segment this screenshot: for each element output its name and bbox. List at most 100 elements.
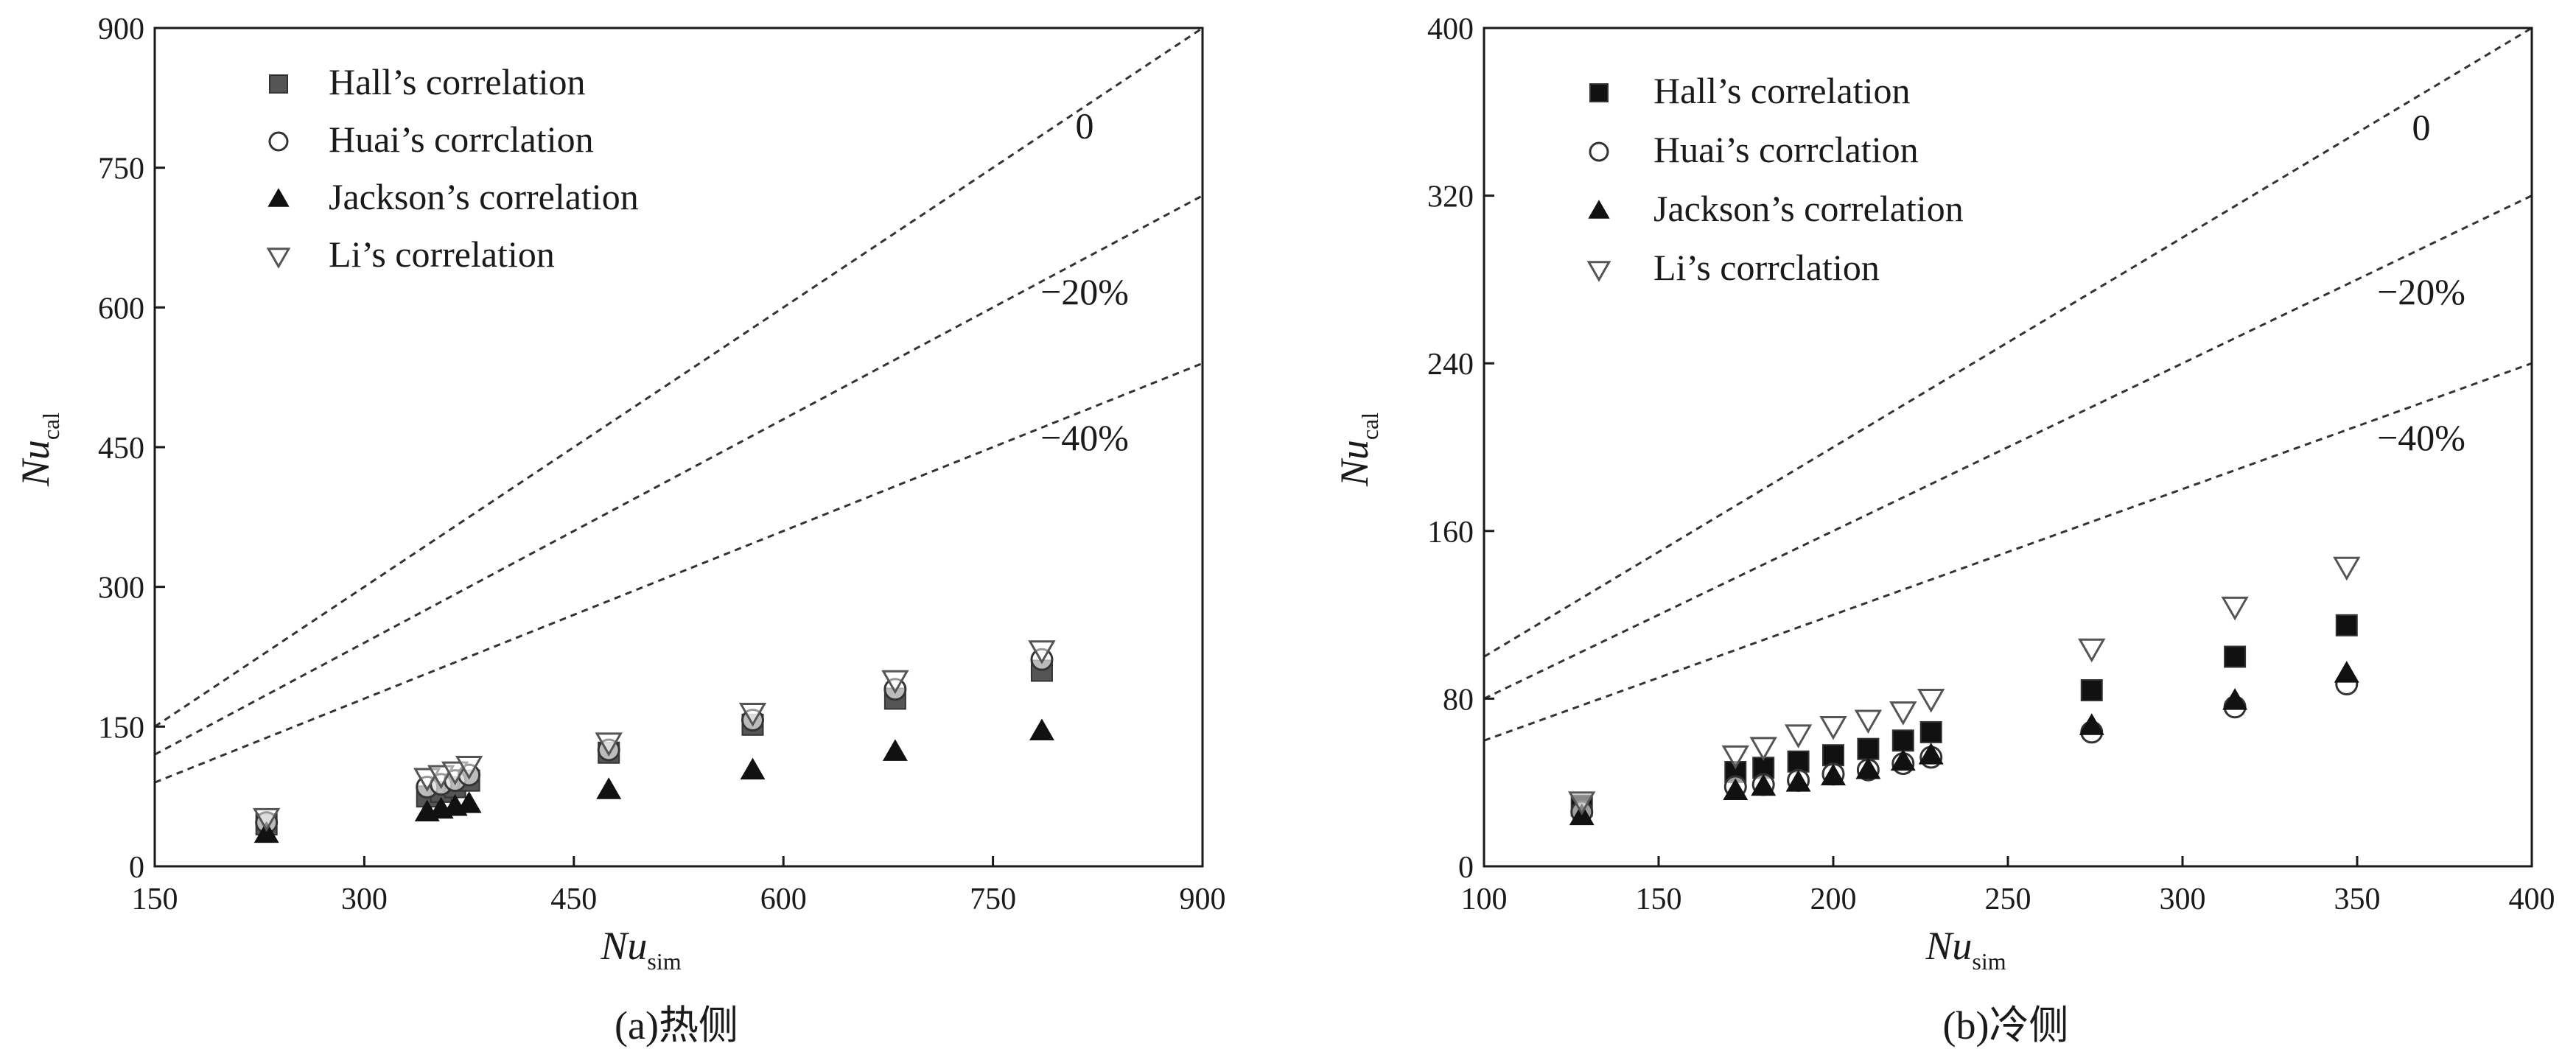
x-axis-title: Nusim xyxy=(1925,924,2006,975)
series-1 xyxy=(255,648,1054,835)
reference-line-label: −40% xyxy=(2377,417,2465,458)
data-point xyxy=(2334,661,2359,683)
series-3 xyxy=(1568,556,2361,815)
y-tick-label: 400 xyxy=(1427,13,1474,46)
x-tick-label: 900 xyxy=(1180,883,1226,916)
reference-line xyxy=(155,28,1203,728)
legend-marker xyxy=(1588,200,1610,219)
reference-line-label: 0 xyxy=(1076,105,1094,146)
x-tick-label: 150 xyxy=(132,883,178,916)
legend-marker xyxy=(1589,83,1609,102)
series-2 xyxy=(253,718,1054,843)
series-2 xyxy=(1569,661,2359,826)
data-point xyxy=(1821,763,1846,786)
y-tick-label: 320 xyxy=(1427,180,1474,214)
data-point xyxy=(2222,688,2248,710)
data-point xyxy=(1785,770,1811,792)
data-point xyxy=(1819,715,1847,740)
data-point xyxy=(455,756,483,780)
data-point xyxy=(1751,773,1777,796)
x-tick-label: 600 xyxy=(760,883,807,916)
data-point xyxy=(1749,737,1777,761)
reference-line-label: −20% xyxy=(2377,271,2465,312)
reference-line-label: −20% xyxy=(1040,271,1129,312)
y-tick-label: 450 xyxy=(98,432,144,466)
y-axis-subscript: cal xyxy=(38,413,64,440)
y-tick-label: 900 xyxy=(98,13,144,46)
data-point xyxy=(456,791,482,813)
data-point xyxy=(1854,709,1883,734)
reference-line-label: 0 xyxy=(2412,106,2431,147)
legend-label: Hall’s correlation xyxy=(329,61,586,102)
data-point xyxy=(1919,720,1942,743)
y-tick-label: 600 xyxy=(98,292,144,326)
legend: Hall’s correlation Huai’s corrclation Jack… xyxy=(1586,70,1964,288)
data-point xyxy=(1918,743,1944,765)
legend-label: Jackson’s correlation xyxy=(1653,188,1964,229)
x-tick-label: 350 xyxy=(2334,883,2381,916)
reference-lines xyxy=(1484,28,2532,742)
data-point xyxy=(2079,713,2104,735)
reference-line xyxy=(1484,28,2532,658)
legend-label: Huai’s corrclation xyxy=(1653,129,1919,170)
data-point xyxy=(881,670,909,695)
y-axis-title: Nucal xyxy=(13,413,64,487)
series-0 xyxy=(255,659,1053,836)
data-point xyxy=(882,739,908,761)
y-tick-label: 240 xyxy=(1427,348,1474,382)
y-tick-label: 300 xyxy=(98,572,144,606)
series-3 xyxy=(252,640,1056,832)
x-axis-title: Nusim xyxy=(600,924,681,975)
reference-line xyxy=(1484,362,2532,742)
legend-marker xyxy=(268,131,289,152)
x-tick-label: 300 xyxy=(2160,883,2206,916)
x-tick-label: 150 xyxy=(1636,883,1682,916)
data-point xyxy=(1891,729,1914,752)
y-axis-subscript: cal xyxy=(1357,413,1383,440)
x-tick-label: 200 xyxy=(1810,883,1857,916)
legend-label: Li’s correlation xyxy=(329,234,555,275)
data-point xyxy=(253,821,279,843)
data-point xyxy=(1857,737,1880,760)
reference-line xyxy=(1484,194,2532,700)
panel-caption: (b)冷侧 xyxy=(1943,1003,2069,1048)
x-tick-label: 450 xyxy=(550,883,597,916)
data-point xyxy=(2080,679,2103,702)
data-point xyxy=(1889,701,1917,726)
legend-label: Huai’s corrclation xyxy=(329,119,594,160)
reference-lines xyxy=(155,28,1203,784)
data-point xyxy=(1917,689,1945,713)
reference-line-label: −40% xyxy=(1040,417,1129,458)
data-point xyxy=(1029,718,1054,741)
legend-marker xyxy=(269,74,288,94)
data-point xyxy=(738,702,767,727)
data-point xyxy=(441,761,469,786)
data-point xyxy=(252,807,281,832)
data-point xyxy=(1787,750,1810,773)
x-axis-subscript: sim xyxy=(1972,948,2006,975)
legend-marker xyxy=(1586,261,1611,282)
data-point xyxy=(1721,745,1749,770)
data-point xyxy=(2333,556,2361,581)
legend-label: Hall’s correlation xyxy=(1653,70,1911,111)
data-point xyxy=(1784,724,1813,748)
legend-label: Li’s corrclation xyxy=(1653,247,1880,288)
y-tick-label: 80 xyxy=(1443,683,1474,717)
data-point xyxy=(2224,645,2247,668)
legend-marker xyxy=(267,188,290,207)
x-tick-label: 750 xyxy=(970,883,1016,916)
data-point xyxy=(2221,596,2249,621)
data-point xyxy=(1855,757,1881,779)
data-point xyxy=(596,777,622,799)
x-tick-label: 300 xyxy=(341,883,388,916)
data-point xyxy=(1890,748,1916,771)
data-point xyxy=(2078,638,2106,663)
chart-panel-a: 0−20%−40%150 300 450 600 750 9000150300450600… xyxy=(13,13,1226,1048)
x-axis-subscript: sim xyxy=(647,948,681,975)
data-point xyxy=(740,757,766,780)
data-point xyxy=(427,765,455,790)
y-tick-label: 0 xyxy=(1458,851,1474,885)
y-tick-label: 160 xyxy=(1427,516,1474,550)
legend-marker xyxy=(266,248,291,269)
